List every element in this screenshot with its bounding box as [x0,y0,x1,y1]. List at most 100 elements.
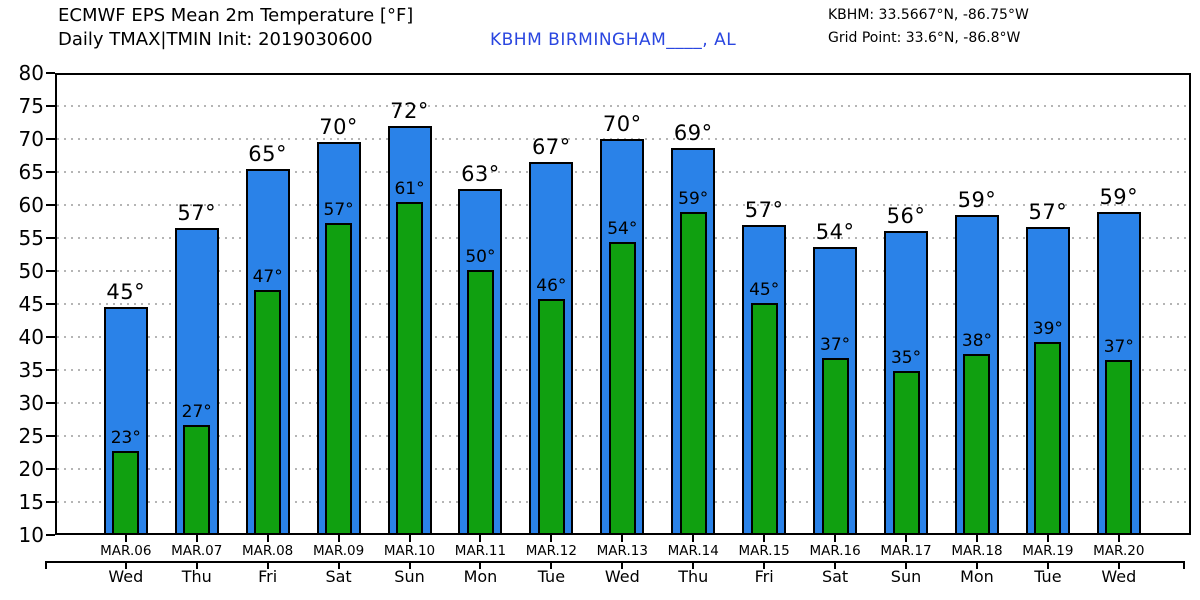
y-axis-label: 55 [18,226,44,250]
date-label: MAR.12 [525,543,577,559]
tmin-value-label: 37° [820,335,851,356]
day-axis-tick [195,561,198,569]
tmin-value-label: 37° [1103,337,1134,358]
tmin-bar [183,425,211,535]
x-axis-tick [905,535,908,542]
x-axis-tick [408,535,411,542]
day-axis-tick [124,561,127,569]
y-axis-label: 30 [18,391,44,415]
tmin-value-label: 61° [394,179,425,200]
day-label: Sat [325,567,352,586]
day-axis-tick [337,561,340,569]
day-label: Sun [890,567,922,586]
tmax-value-label: 56° [886,204,926,229]
tmax-value-label: 70° [319,114,358,139]
day-axis-tick [550,561,553,569]
date-label: MAR.18 [951,543,1003,559]
station-coordinates: KBHM: 33.5667°N, -86.75°W [828,7,1029,23]
y-axis-tick [46,468,55,470]
y-axis-tick [46,237,55,239]
x-axis-tick [692,535,695,542]
day-axis-tick [408,561,411,569]
day-label: Wed [1101,567,1137,586]
chart-subtitle-init: Daily TMAX|TMIN Init: 2019030600 [58,29,373,50]
day-label: Thu [678,567,709,586]
tmax-value-label: 59° [957,187,997,212]
tmin-value-label: 59° [678,189,709,210]
tmin-value-label: 46° [536,276,567,297]
y-axis-tick [46,72,55,74]
y-axis-tick [46,369,55,371]
x-axis-tick [479,535,482,542]
y-axis-tick [46,402,55,404]
x-axis-tick [763,535,766,542]
day-label: Wed [108,567,144,586]
tmin-bar [254,290,282,535]
tmin-value-label: 23° [110,427,141,448]
tmax-value-label: 59° [1099,185,1139,210]
tmin-bar [325,223,353,535]
day-label: Fri [754,567,774,586]
x-axis-tick [1117,535,1120,542]
date-label: MAR.07 [171,543,223,559]
y-axis-tick [46,270,55,272]
date-label: MAR.20 [1093,543,1145,559]
y-axis-label: 50 [18,259,44,283]
x-axis-tick [337,535,340,542]
day-label: Mon [960,567,994,586]
y-axis-tick [46,501,55,503]
y-axis-label: 80 [18,61,44,85]
y-axis-label: 35 [18,358,44,382]
tmin-value-label: 39° [1032,319,1063,340]
x-axis-tick [266,535,269,542]
y-axis-tick [46,138,55,140]
x-axis-tick [975,535,978,542]
x-axis-tick [834,535,837,542]
tmax-value-label: 57° [177,201,217,226]
date-label: MAR.16 [809,543,861,559]
gridline [57,105,1189,107]
date-label: MAR.19 [1022,543,1074,559]
tmin-bar [750,303,778,535]
y-axis-label: 15 [18,490,44,514]
tmax-value-label: 72° [390,98,429,123]
y-axis-label: 60 [18,193,44,217]
day-axis-tick [834,561,837,569]
day-axis-tick [763,561,766,569]
y-axis-label: 75 [18,94,44,118]
day-axis-tick [905,561,908,569]
tmin-value-label: 35° [890,347,922,368]
tmax-value-label: 70° [602,112,642,136]
tmin-bar [821,358,849,535]
day-axis-tick [692,561,695,569]
x-axis-tick [195,535,198,542]
day-label: Mon [463,567,498,586]
y-axis-tick [46,171,55,173]
y-axis-label: 70 [18,127,44,151]
date-label: MAR.14 [667,543,719,559]
y-axis-label: 40 [18,325,44,349]
x-axis-tick [550,535,553,542]
tmin-bar [892,370,920,535]
date-label: MAR.13 [596,543,648,559]
date-label: MAR.17 [880,543,932,559]
tmax-value-label: 54° [815,219,855,244]
tmin-bar [537,299,565,535]
tmin-value-label: 38° [961,330,993,351]
day-label: Fri [258,567,278,586]
y-axis-label: 65 [18,160,44,184]
date-label: MAR.11 [454,543,507,559]
date-label: MAR.09 [312,543,365,559]
tmin-value-label: 27° [181,402,212,423]
date-label: MAR.10 [383,543,436,559]
day-axis-end-tick [45,561,47,569]
chart-title: ECMWF EPS Mean 2m Temperature [°F] [58,5,414,26]
tmin-bar [1034,342,1062,535]
day-label: Wed [604,567,640,586]
y-axis-tick [46,336,55,338]
tmax-value-label: 57° [1028,199,1068,224]
date-label: MAR.15 [738,543,790,559]
tmin-value-label: 45° [749,280,780,301]
day-label: Tue [537,567,566,586]
